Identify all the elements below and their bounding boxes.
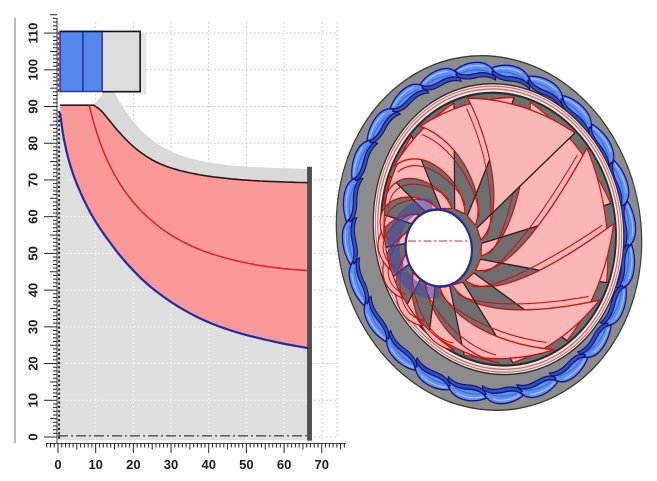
flow-channel-region bbox=[60, 105, 309, 349]
blade-trailing-edge-line bbox=[439, 291, 547, 344]
guide-vane-3d bbox=[620, 200, 637, 249]
vertical-ruler[interactable] bbox=[44, 14, 57, 438]
blade-trailing-edge-line bbox=[456, 292, 589, 305]
x-tick-label: 30 bbox=[164, 457, 178, 472]
guide-vane-3d bbox=[386, 329, 418, 372]
blade-root-shading bbox=[387, 198, 440, 299]
x-tick-label: 60 bbox=[277, 457, 291, 472]
shroud-contour-curve bbox=[60, 104, 309, 184]
shroud-band bbox=[93, 91, 309, 183]
runner-3d-view[interactable] bbox=[305, 27, 657, 439]
y-tick-label: 70 bbox=[26, 173, 41, 187]
guide-vane-block bbox=[59, 30, 103, 93]
guide-vane-3d bbox=[389, 83, 430, 113]
guide-vane-3d bbox=[419, 67, 462, 91]
stator-shadow bbox=[140, 33, 147, 95]
blade-trailing-edge-line bbox=[397, 165, 466, 206]
runner-blades bbox=[377, 96, 615, 364]
x-tick-label: 20 bbox=[126, 457, 140, 472]
blade-leading-seam bbox=[448, 284, 465, 356]
blade-leading-seam bbox=[476, 132, 576, 229]
hub-contour-curve bbox=[59, 112, 309, 350]
guide-vane-3d bbox=[548, 353, 589, 383]
blade-trailing-edge-line bbox=[471, 224, 603, 288]
rulers: 0 10 20 30 40 50 60 70 80 90 100 110 0 10 20 30 40 50 60 70 bbox=[14, 14, 346, 472]
mid-streamline-curve bbox=[88, 105, 309, 272]
blade-trailing-edge-line bbox=[387, 183, 450, 209]
x-tick-label: 40 bbox=[201, 457, 215, 472]
blade-trailing-edge-line bbox=[483, 154, 578, 273]
x-tick-label: 0 bbox=[54, 457, 61, 472]
guide-vane-3d bbox=[481, 384, 524, 405]
y-tick-label: 60 bbox=[26, 209, 41, 223]
meridional-view[interactable] bbox=[57, 22, 338, 441]
guide-vane-3d bbox=[447, 375, 487, 402]
y-tick-label: 30 bbox=[26, 320, 41, 334]
y-tick-label: 50 bbox=[26, 246, 41, 260]
shroud-ring-red-stripe bbox=[374, 85, 623, 373]
y-tick-label: 80 bbox=[26, 136, 41, 150]
guide-vane-3d bbox=[341, 217, 358, 266]
guide-vane-3d bbox=[491, 64, 531, 91]
x-tick-label: 70 bbox=[315, 457, 329, 472]
x-tick-label: 50 bbox=[239, 457, 253, 472]
y-tick-label: 90 bbox=[26, 99, 41, 113]
guide-vane-3d bbox=[363, 295, 390, 343]
stator-outline bbox=[60, 30, 141, 93]
y-tick-label: 110 bbox=[25, 23, 40, 44]
outer-radius-bar bbox=[307, 166, 312, 441]
y-tick-label: 100 bbox=[26, 59, 41, 81]
blade-trailing-edge-line bbox=[466, 108, 492, 235]
guide-vane-ring bbox=[341, 61, 637, 405]
x-tick-label: 10 bbox=[88, 457, 102, 472]
blade-trailing-edge-line bbox=[412, 267, 454, 344]
shaft-bore-hole bbox=[404, 208, 473, 288]
horizontal-ruler[interactable] bbox=[46, 443, 345, 454]
y-tick-label: 40 bbox=[26, 283, 41, 297]
y-tick-label: 20 bbox=[26, 356, 41, 370]
y-tick-label: 0 bbox=[26, 433, 41, 440]
y-tick-label: 10 bbox=[26, 393, 41, 407]
shroud-ring-outer-edge bbox=[372, 83, 625, 376]
runner-blade-3d bbox=[467, 97, 576, 241]
blade-trailing-edge-line bbox=[422, 134, 480, 218]
stator-gray-block bbox=[102, 31, 141, 92]
guide-vane-3d bbox=[454, 61, 497, 82]
